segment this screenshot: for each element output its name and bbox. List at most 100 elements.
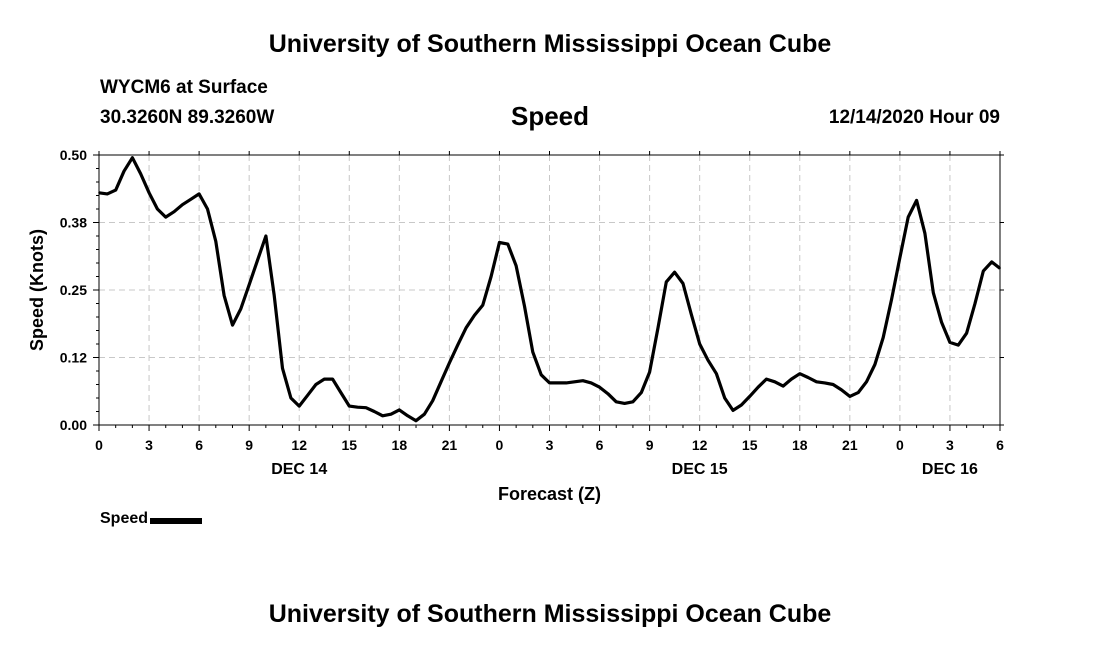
data-point — [907, 216, 910, 218]
data-point — [965, 332, 968, 335]
data-point — [982, 270, 985, 272]
data-point — [640, 391, 643, 394]
data-point — [915, 199, 918, 202]
x-tick-label: 18 — [392, 437, 408, 453]
data-point — [223, 294, 225, 297]
x-tick-label: 0 — [896, 437, 904, 453]
data-point — [748, 395, 751, 398]
day-label: DEC 14 — [271, 461, 327, 478]
data-point — [990, 261, 993, 263]
data-point — [381, 415, 384, 417]
data-point — [665, 281, 668, 283]
data-point — [932, 291, 935, 294]
data-point — [131, 156, 134, 159]
data-point — [331, 378, 334, 380]
data-point — [773, 381, 776, 383]
data-point — [273, 294, 275, 297]
data-point — [240, 308, 242, 310]
data-point — [356, 406, 359, 408]
data-point — [456, 344, 459, 346]
data-point — [857, 391, 859, 394]
forecast-datetime: 12/14/2020 Hour 09 — [828, 107, 1000, 128]
data-point — [690, 313, 693, 316]
data-point — [506, 243, 509, 245]
top-title: University of Southern Mississippi Ocean… — [268, 30, 832, 58]
data-point — [248, 283, 250, 286]
y-tick-label: 0.25 — [60, 282, 87, 298]
data-point — [315, 383, 317, 386]
data-point — [148, 192, 150, 194]
data-point — [840, 389, 843, 391]
chart-title: Speed — [510, 101, 590, 131]
data-point — [598, 386, 601, 389]
data-point — [607, 392, 609, 395]
data-point — [815, 381, 818, 383]
data-point — [106, 193, 109, 195]
data-point — [682, 282, 684, 285]
data-point — [673, 271, 676, 273]
data-point — [139, 173, 142, 175]
data-point — [999, 267, 1001, 270]
data-point — [899, 256, 901, 259]
data-point — [540, 373, 542, 376]
data-point — [949, 341, 951, 344]
x-tick-label: 0 — [95, 437, 103, 453]
data-point — [557, 382, 559, 384]
data-point — [481, 304, 484, 306]
data-point — [398, 409, 401, 411]
data-point — [423, 413, 426, 416]
data-point — [265, 235, 267, 237]
x-tick-label: 9 — [245, 437, 253, 453]
data-point — [515, 264, 517, 267]
x-tick-label: 18 — [792, 437, 808, 453]
data-point — [373, 410, 376, 413]
data-point — [565, 382, 567, 384]
data-point — [206, 208, 209, 210]
x-axis-label: Forecast (Z) — [498, 484, 601, 504]
y-tick-label: 0.12 — [60, 350, 87, 366]
day-label: DEC 16 — [922, 461, 978, 478]
data-point — [156, 208, 159, 210]
data-point — [782, 385, 784, 387]
data-point — [523, 305, 526, 308]
data-point — [181, 203, 184, 206]
data-point — [189, 198, 192, 201]
data-point — [807, 376, 809, 379]
data-point — [340, 391, 342, 394]
data-point — [632, 400, 634, 403]
x-tick-label: 3 — [946, 437, 954, 453]
data-point — [306, 394, 309, 397]
data-point — [657, 327, 659, 329]
data-point — [707, 359, 709, 362]
y-tick-label: 0.00 — [60, 417, 87, 433]
plot-frame — [98, 154, 1001, 426]
data-point — [114, 189, 117, 191]
data-point — [757, 386, 759, 389]
data-point — [698, 343, 701, 345]
x-tick-label: 0 — [496, 437, 504, 453]
data-point — [123, 170, 125, 172]
legend: Speed — [100, 510, 203, 528]
data-point — [173, 210, 175, 213]
data-point — [290, 397, 292, 399]
x-tick-label: 21 — [842, 437, 858, 453]
data-point — [214, 240, 217, 243]
day-label: DEC 15 — [672, 461, 728, 478]
data-point — [448, 362, 451, 364]
y-tick-label: 0.50 — [60, 147, 87, 163]
x-tick-label: 6 — [195, 437, 203, 453]
data-point — [573, 381, 576, 383]
data-point — [974, 302, 976, 305]
x-tick-label: 3 — [546, 437, 554, 453]
data-point — [723, 397, 726, 399]
data-point — [940, 321, 943, 324]
data-point — [849, 395, 851, 398]
y-axis-label: Speed (Knots) — [27, 229, 47, 351]
station-label: WYCM6 at Surface — [100, 77, 268, 98]
data-point — [590, 382, 593, 384]
data-point — [198, 193, 200, 195]
data-point — [615, 400, 618, 403]
data-point — [473, 314, 476, 317]
data-point — [732, 409, 734, 412]
coordinates-label: 30.3260N 89.3260W — [100, 107, 275, 128]
